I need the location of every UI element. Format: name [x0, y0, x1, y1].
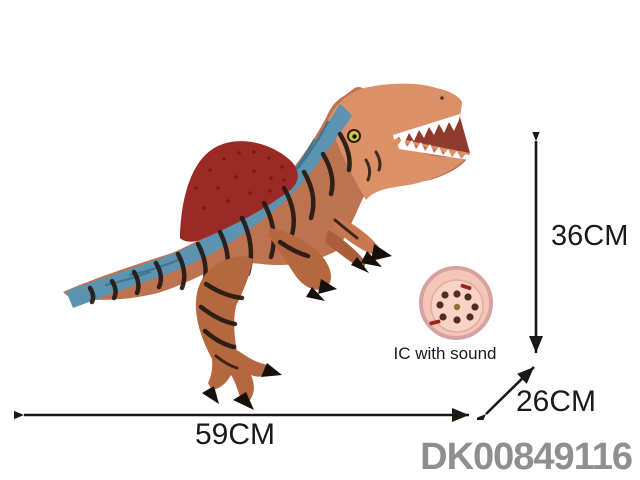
- dinosaur-raised-leg: [268, 228, 337, 301]
- dinosaur-blue-band: [66, 104, 352, 308]
- dinosaur-figure: [63, 83, 470, 410]
- depth-dimension-label: 26CM: [516, 385, 597, 418]
- dinosaur-head: [328, 83, 470, 200]
- dinosaur-sail: [180, 141, 298, 242]
- depth-dimension-arrow: [477, 366, 535, 420]
- dinosaur-eye: [347, 96, 444, 143]
- length-dimension-arrow: [14, 408, 469, 422]
- dinosaur-arms: [325, 216, 392, 273]
- speaker-holes: [436, 290, 479, 324]
- height-dimension-label: 36CM: [551, 220, 629, 252]
- sound-feature-label: IC with sound: [393, 344, 497, 363]
- dinosaur-nostril: [440, 96, 444, 100]
- dinosaur-mouth: [393, 114, 470, 160]
- speaker-icon: [419, 266, 493, 340]
- length-dimension-label: 59CM: [195, 418, 276, 451]
- product-code: DK00849116: [420, 436, 633, 478]
- dinosaur-standing-leg: [195, 256, 282, 410]
- height-dimension-arrow: [529, 132, 543, 353]
